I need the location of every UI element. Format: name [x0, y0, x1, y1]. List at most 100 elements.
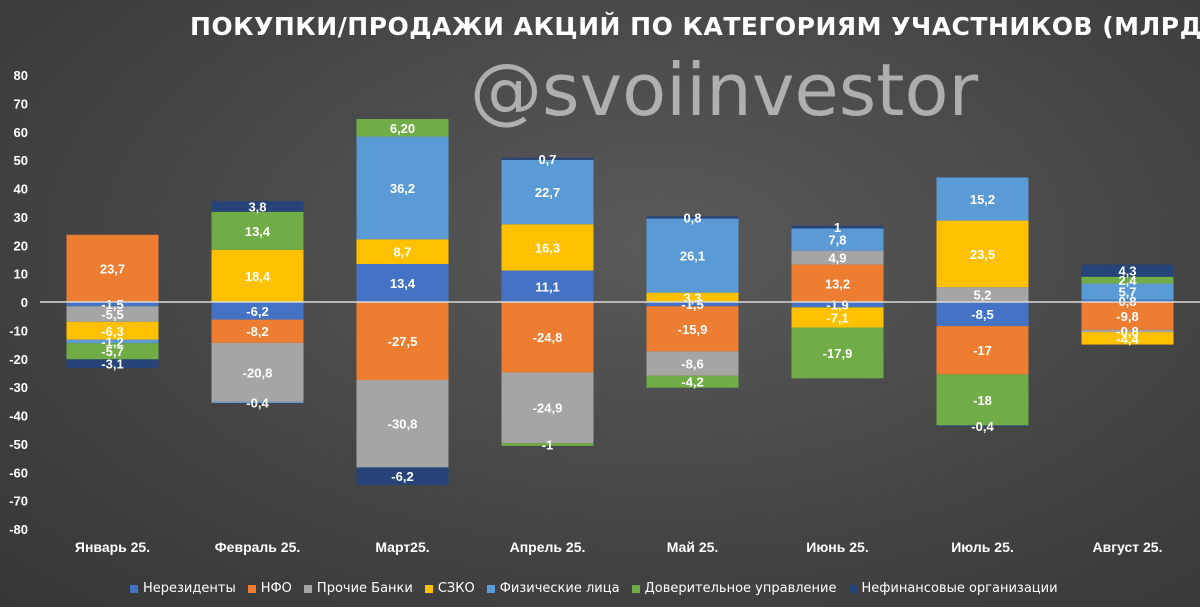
data-label: -4,2	[681, 375, 703, 390]
x-tick-label: Апрель 25.	[510, 539, 586, 555]
bar-segment	[211, 401, 304, 404]
data-label: 0,7	[538, 152, 556, 167]
bar-segment	[66, 343, 159, 360]
bar-segment	[211, 200, 304, 212]
data-label: -0,4	[246, 395, 269, 410]
data-label: 7,8	[828, 233, 846, 248]
data-label: 36,2	[390, 181, 415, 196]
bar-segment	[66, 234, 159, 302]
data-label: 3,8	[248, 199, 266, 214]
bar-segment	[501, 372, 594, 444]
bar-segment	[356, 263, 449, 302]
bar-segment	[501, 443, 594, 446]
bar-segment	[501, 157, 594, 160]
bar-segment	[791, 250, 884, 265]
chart-title: ПОКУПКИ/ПРОДАЖИ АКЦИЙ ПО КАТЕГОРИЯМ УЧАС…	[190, 12, 1200, 41]
bar-segment	[936, 374, 1029, 426]
legend-label: Физические лица	[499, 581, 620, 596]
bar-segment	[501, 159, 594, 225]
x-tick-label: Февраль 25.	[215, 539, 301, 555]
bar-segment	[66, 359, 159, 369]
data-label: 2,4	[1118, 273, 1137, 288]
bar-segment	[356, 380, 449, 468]
data-label: 13,4	[390, 276, 416, 291]
data-label: 23,7	[100, 261, 125, 276]
bar-segment	[791, 307, 884, 328]
data-label: 0,8	[683, 210, 701, 225]
data-label: 22,7	[535, 185, 560, 200]
x-axis: Январь 25. Февраль 25. Март25. Апрель 25. Ма…	[75, 539, 1163, 555]
data-label: -5,5	[101, 307, 123, 322]
bar-segment	[356, 136, 449, 240]
bar-segment	[936, 302, 1029, 327]
legend-label: Нефинансовые организации	[861, 581, 1058, 596]
bar-segment	[791, 302, 884, 308]
y-tick-label: 20	[14, 238, 28, 253]
data-label: 16,3	[535, 240, 560, 255]
bar-segment	[791, 264, 884, 302]
data-label: -24,8	[533, 330, 563, 345]
data-label: 4,9	[828, 251, 846, 266]
data-label: 11,1	[535, 279, 560, 294]
bar-segment	[791, 225, 884, 229]
y-tick-label: -80	[9, 522, 28, 537]
legend-swatch	[247, 584, 256, 593]
y-tick-label: 80	[14, 68, 28, 83]
bars	[66, 118, 1174, 486]
legend-label: НФО	[260, 581, 292, 596]
bar-segment	[646, 351, 739, 376]
data-label: 15,2	[970, 192, 995, 207]
bar-segment	[1081, 299, 1174, 302]
bar-segment	[501, 270, 594, 302]
data-label: -15,9	[678, 322, 708, 337]
data-label: -1,2	[101, 334, 123, 349]
bar-segment	[1081, 302, 1174, 330]
legend-item: Нефинансовые организации	[848, 581, 1058, 596]
bar-segment	[1081, 276, 1174, 284]
data-label: -18	[973, 393, 992, 408]
y-axis: 80 70 60 50 40 30 20 10 0 -10 -20 -30 -40 -50 -60 -70 -8…	[9, 68, 28, 537]
bar-segment	[66, 339, 159, 344]
legend-item: Прочие Банки	[303, 581, 413, 596]
data-label: -6,3	[101, 324, 123, 339]
data-label: 23,5	[970, 247, 995, 262]
y-tick-label: 40	[14, 182, 28, 197]
bar-segment	[1081, 264, 1174, 277]
bar-segment	[646, 292, 739, 302]
data-label: 5,7	[1118, 285, 1136, 300]
y-tick-label: -70	[9, 494, 28, 509]
legend-item: НФО	[247, 581, 292, 596]
data-label: -9,8	[1116, 309, 1138, 324]
y-tick-label: -30	[9, 380, 28, 395]
data-labels: -1,5 23,7 -5,5 -6,3-1,2-5,7-3,1 -6,2 -8,2 -20,…	[100, 121, 1140, 484]
legend-swatch	[631, 584, 640, 593]
y-tick-label: -10	[9, 323, 28, 338]
bar-segment	[646, 375, 739, 388]
data-label: -5,7	[101, 344, 123, 359]
data-label: -4,4	[1116, 331, 1139, 346]
y-tick-label: 0	[21, 295, 28, 310]
legend-item: Нерезиденты	[130, 581, 236, 596]
bar-segment	[646, 218, 739, 293]
data-label: -27,5	[388, 334, 418, 349]
data-label: -8,5	[971, 307, 993, 322]
x-tick-label: Август 25.	[1093, 539, 1163, 555]
bar-segment	[936, 287, 1029, 302]
legend-label: Прочие Банки	[316, 581, 413, 596]
bar-segment	[66, 321, 159, 340]
legend-label: Доверительное управление	[644, 581, 837, 596]
legend: Нерезиденты НФО Прочие Банки СЗКО Физические…	[130, 581, 1200, 601]
bar-segment	[356, 118, 449, 137]
bar-segment	[791, 327, 884, 379]
data-label: -1,5	[101, 297, 123, 312]
x-tick-label: Июль 25.	[951, 539, 1014, 555]
data-label: -1,5	[681, 297, 703, 312]
bar-segment	[211, 249, 304, 302]
bar-segment	[936, 220, 1029, 288]
data-label: -1	[542, 437, 554, 452]
bar-segment	[936, 425, 1029, 427]
data-label: 18,4	[245, 269, 271, 284]
bar-segment	[936, 326, 1029, 375]
data-label: -8,6	[681, 357, 703, 372]
